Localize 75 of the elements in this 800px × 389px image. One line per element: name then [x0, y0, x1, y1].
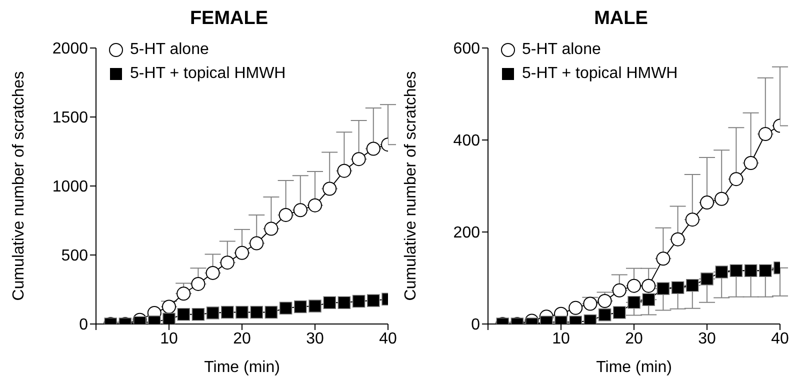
point	[176, 286, 191, 301]
point	[642, 293, 655, 306]
point	[685, 212, 700, 227]
x-tick-label: 10	[160, 330, 178, 348]
point	[162, 300, 176, 314]
point	[250, 306, 263, 319]
y-tick-label: 1500	[52, 110, 88, 127]
point	[293, 203, 308, 218]
point	[744, 156, 758, 170]
point	[598, 294, 612, 308]
point	[729, 172, 744, 186]
y-axis-title: Cumulative number of scratches	[10, 71, 28, 301]
point	[279, 302, 292, 315]
point	[338, 296, 351, 310]
point	[686, 278, 699, 292]
point	[759, 264, 772, 278]
point	[613, 306, 626, 319]
point	[177, 308, 190, 321]
x-tick-label: 30	[698, 330, 716, 348]
x-tick-label: 10	[552, 330, 570, 348]
legend-label: 5-HT alone	[130, 41, 209, 59]
legend-label: 5-HT + topical HMWH	[522, 65, 678, 83]
chart-title: MALE	[593, 8, 649, 31]
point	[583, 296, 598, 311]
y-tick-label: 0	[79, 316, 88, 334]
point	[714, 192, 729, 206]
point	[758, 127, 772, 142]
point	[628, 296, 640, 309]
point	[278, 208, 293, 222]
point	[366, 142, 380, 156]
point	[700, 272, 714, 286]
point	[250, 236, 264, 250]
point	[236, 306, 248, 319]
point	[670, 232, 685, 246]
point	[162, 312, 176, 324]
point	[308, 300, 322, 312]
point	[352, 152, 366, 166]
point	[308, 198, 322, 212]
point	[264, 222, 278, 236]
point	[598, 308, 612, 322]
x-axis-title: Time (min)	[204, 359, 280, 376]
point	[322, 182, 337, 196]
point	[352, 294, 366, 308]
point	[221, 306, 234, 319]
y-tick-label: 0	[471, 316, 480, 334]
point	[220, 256, 234, 270]
point	[206, 306, 220, 320]
point	[656, 252, 670, 266]
x-tick-label: 20	[233, 330, 251, 348]
y-tick-label: 1000	[52, 178, 88, 196]
point	[367, 294, 380, 307]
y-axis-title: Cumulative number of scratches	[402, 71, 420, 301]
x-tick-label: 20	[625, 330, 643, 348]
point	[323, 296, 336, 310]
x-tick-label: 40	[771, 330, 789, 348]
legend-label: 5-HT + topical HMWH	[130, 65, 286, 83]
point	[700, 196, 714, 210]
y-tick-label: 500	[61, 248, 88, 265]
y-tick-label: 2000	[52, 40, 88, 58]
y-tick-label: 600	[453, 40, 480, 58]
point	[294, 300, 307, 314]
y-tick-label: 200	[453, 224, 480, 242]
legend-label: 5-HT alone	[522, 41, 601, 59]
x-tick-label: 40	[379, 330, 397, 348]
x-axis-title: Time (min)	[596, 359, 672, 376]
y-tick-label: 400	[453, 132, 480, 150]
point	[568, 300, 583, 315]
point	[192, 308, 205, 321]
point	[337, 164, 352, 178]
point	[206, 266, 220, 280]
x-tick-label: 30	[306, 330, 324, 348]
chart-title: FEMALE	[188, 8, 270, 31]
point	[264, 306, 278, 319]
point	[715, 266, 728, 278]
point	[235, 246, 249, 260]
